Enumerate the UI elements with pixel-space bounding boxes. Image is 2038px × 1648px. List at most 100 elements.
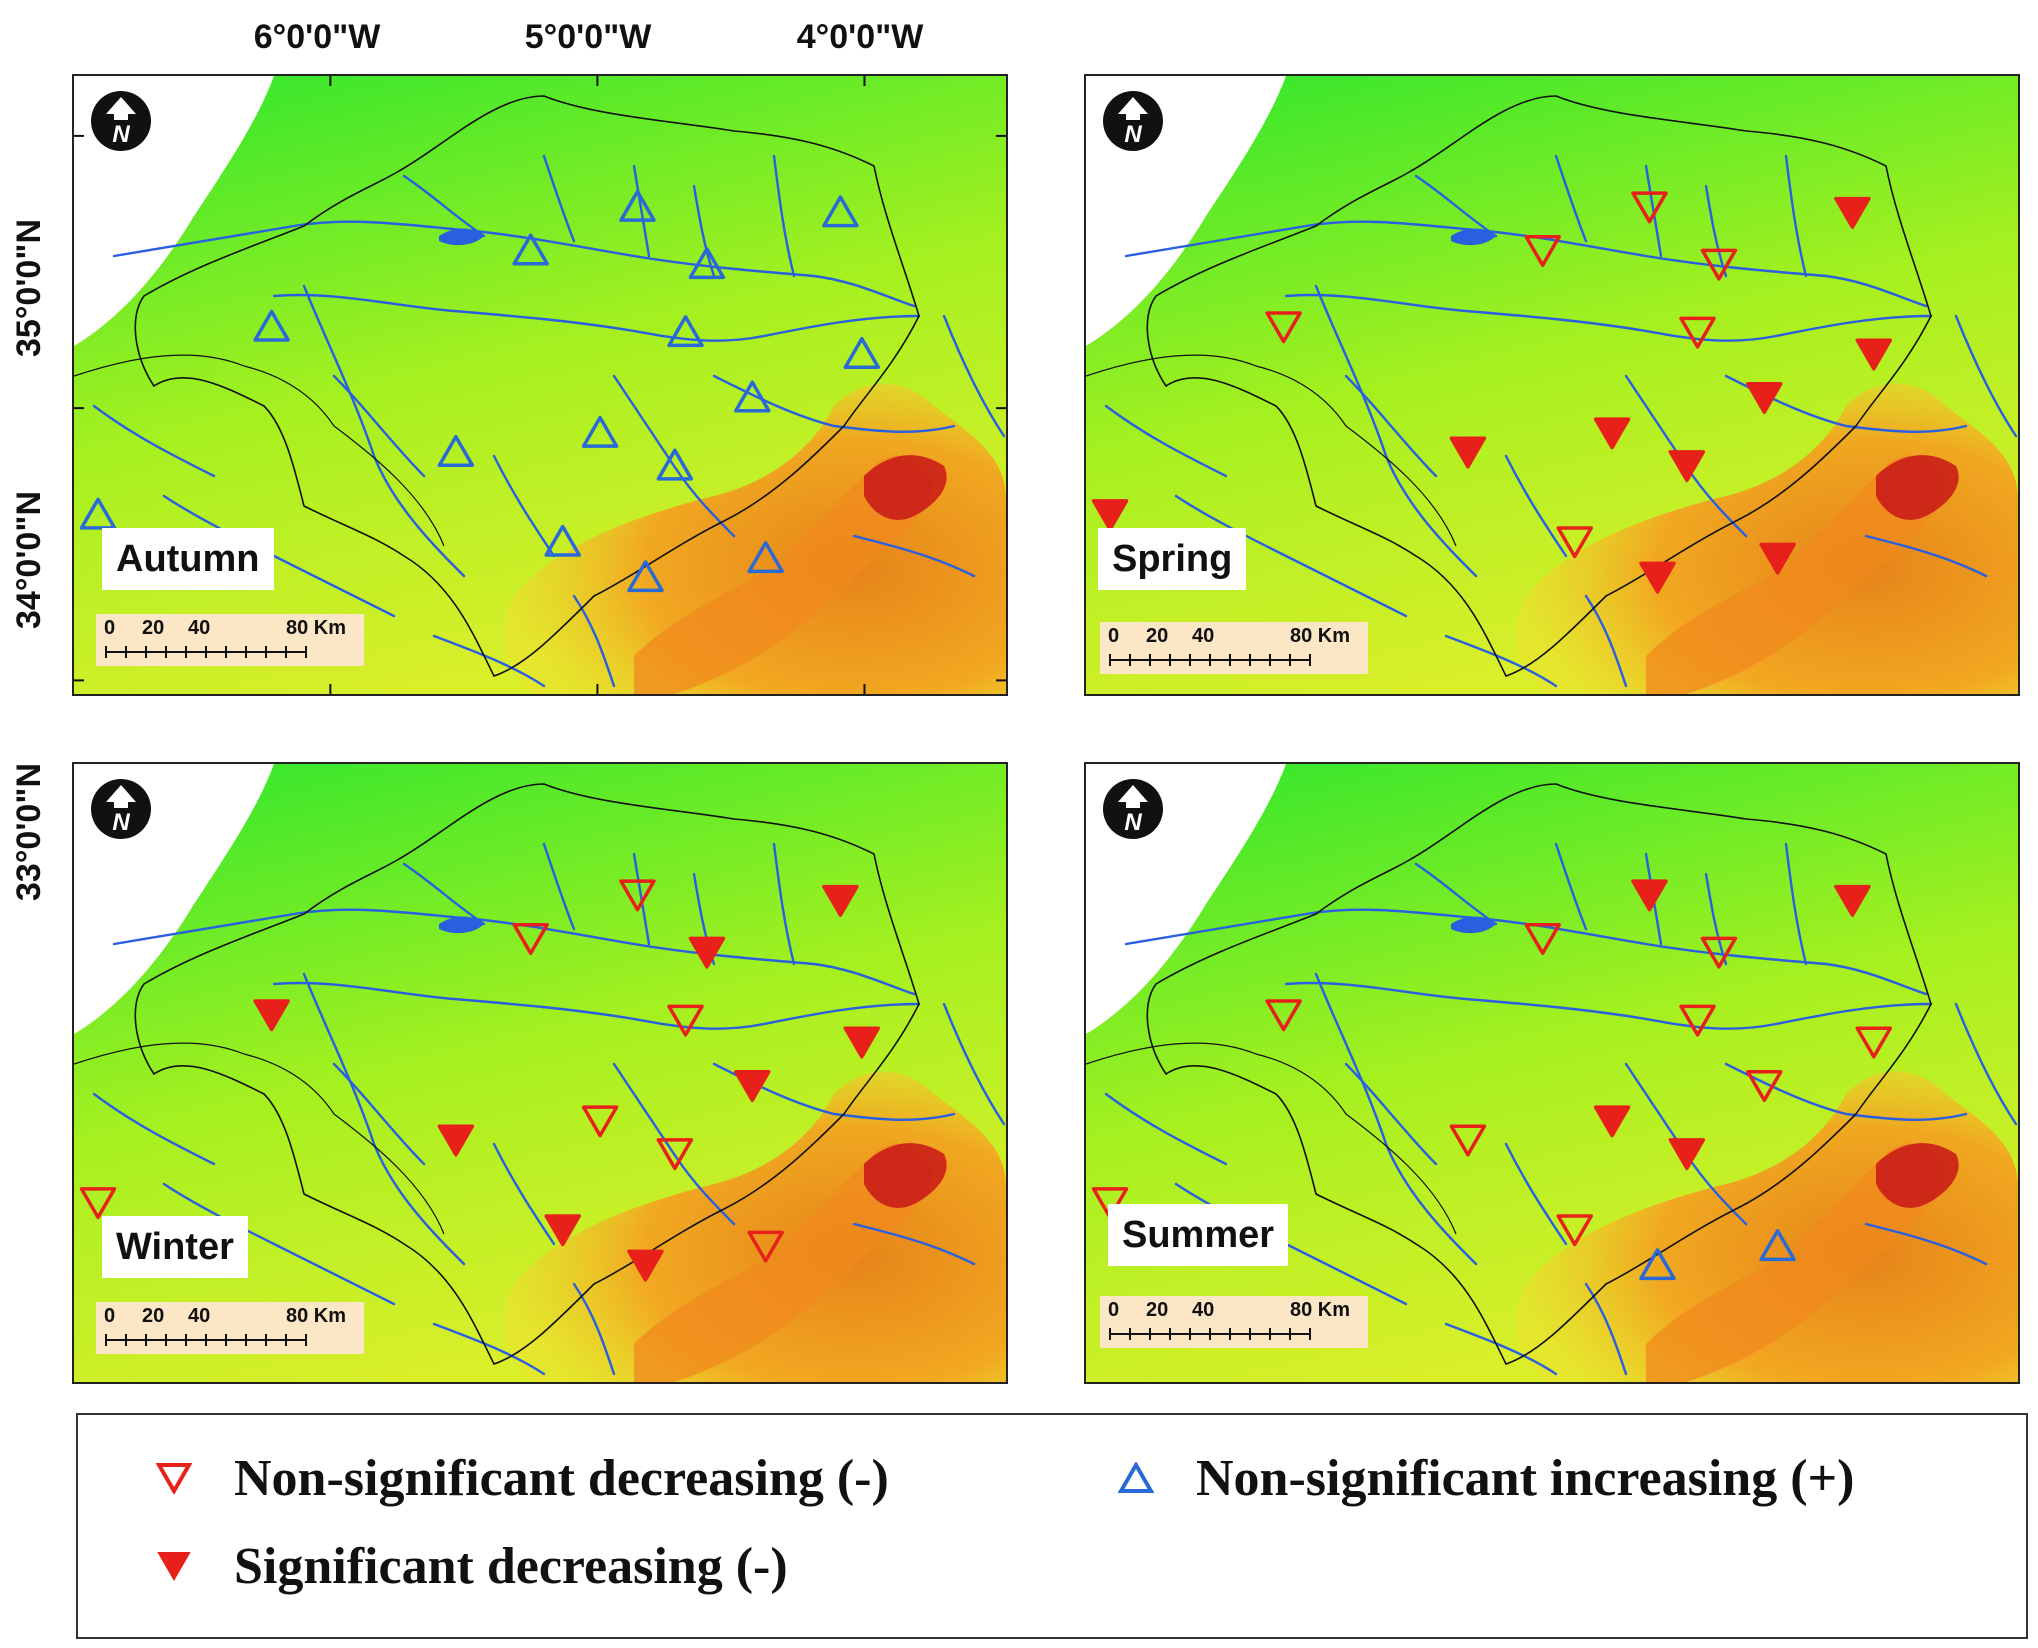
station-significant-decreasing-marker [1759,542,1796,575]
river-line [1444,634,1558,688]
station-increasing-marker [1639,1248,1676,1281]
legend-item: Non-significant increasing (+) [1118,1443,1854,1513]
north-letter: N [1124,809,1142,836]
station-decreasing-marker [1700,248,1738,281]
station-significant-decreasing-marker [627,1249,664,1282]
region-boundary [1086,1042,1457,1235]
river-line [92,1092,216,1166]
longitude-label: 5°0'0"W [524,18,652,56]
scale-bar-label: 20 [142,1305,165,1327]
river-line [1784,842,1808,966]
scale-bar-label: 80 Km [1290,625,1351,647]
station-increasing-marker [79,497,117,530]
lake [1451,228,1496,246]
scale-bar-label: 40 [188,617,211,639]
station-significant-decreasing-marker [1834,196,1871,229]
river-line [162,494,396,618]
station-increasing-marker [734,380,771,413]
river-line [942,1002,1006,1126]
north-arrow-graphic: N [91,91,151,151]
river-line [492,454,556,558]
river-line [1954,1002,2018,1126]
river-line [1414,862,1498,926]
station-decreasing-marker [619,879,656,912]
north-arrow-graphic: N [91,779,151,839]
river-line [92,404,216,478]
river-line [1644,164,1663,258]
river-line [1284,981,1933,1030]
lake [1451,916,1496,934]
legend-item: Non-significant decreasing (-) [156,1443,889,1513]
river-line [772,842,796,966]
river-line [572,1282,616,1376]
river-line [1504,1142,1568,1246]
station-significant-decreasing-marker [1746,382,1783,415]
station-increasing-marker [656,448,694,481]
river-line [1864,534,1988,578]
scale-bar: 0 20 40 80 Km [96,614,364,666]
river-line [612,374,736,538]
north-letter: N [112,121,130,148]
map-panel-winter: N Winter 0 20 40 80 Km [72,762,1008,1384]
north-arrow-pointer [1118,785,1148,808]
station-decreasing-marker [581,1105,619,1138]
region-boundary [74,1042,445,1235]
station-increasing-marker [619,189,656,222]
station-decreasing-marker [656,1138,694,1171]
station-decreasing-marker [1265,311,1302,344]
station-significant-decreasing-marker [1668,450,1706,483]
mountain-area [1646,455,1946,694]
legend: Non-significant decreasing (-) Non-signi… [76,1413,2028,1639]
river-line [1444,1322,1558,1376]
scale-bar-label: 20 [1146,1299,1169,1321]
latitude-label: 33°0'0"N [10,763,48,901]
river-line [612,1062,736,1226]
station-decreasing-marker [1524,234,1561,267]
river-line [1104,1092,1228,1166]
scale-bar-label: 0 [104,617,116,639]
river-line [542,154,576,243]
map-canvas [1086,764,2018,1382]
river-line [432,634,546,688]
river-line [942,314,1006,438]
north-arrow-disc [91,779,151,839]
north-arrow-disc [1103,779,1163,839]
river-line [1174,494,1408,618]
north-arrow-disc [1103,91,1163,151]
north-arrow-pointer [106,97,136,120]
map-canvas [74,76,1006,694]
river-line [1724,1062,1968,1121]
station-increasing-marker [747,541,784,574]
river-line [492,1142,556,1246]
station-increasing-marker [627,560,664,593]
north-arrow-icon: N [90,778,152,840]
station-decreasing-marker [1449,1124,1487,1157]
basin-boundary [1146,95,1932,677]
basin-boundary [134,95,920,677]
legend-label: Non-significant decreasing (-) [234,1449,889,1507]
season-label: Summer [1108,1204,1289,1266]
station-decreasing-marker [1746,1070,1783,1103]
north-arrow-pointer [1118,97,1148,120]
map-panel-summer: N Summer 0 20 40 80 Km [1084,762,2020,1384]
river-line [302,284,466,578]
river-line [1954,314,2018,438]
river-line [852,1222,976,1266]
station-significant-decreasing-marker [1449,436,1487,469]
basin-boundary [134,783,920,1365]
station-significant-decreasing-marker [734,1070,771,1103]
river-line [402,862,486,926]
mountain-area [1646,1143,1946,1382]
river-line [112,908,916,996]
river-line [432,1322,546,1376]
river-line [852,534,976,578]
scale-bar-label: 20 [142,617,165,639]
river-line [302,972,466,1266]
station-significant-decreasing-marker [437,1124,475,1157]
mountain-peak [1876,1143,1959,1208]
station-decreasing-marker [1524,922,1561,955]
river-line [1704,872,1728,966]
scale-bar-label: 0 [1108,625,1120,647]
river-line [632,852,651,946]
